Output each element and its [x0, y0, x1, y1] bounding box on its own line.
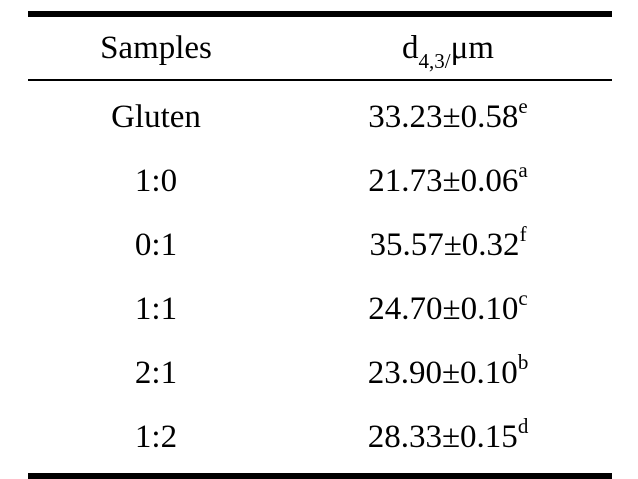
table-row: 2:1 23.90±0.10b	[28, 341, 612, 405]
table-bottom-rule	[28, 473, 612, 479]
significance-letter: d	[517, 413, 529, 438]
data-table: Samples d4,3/μm Gluten 33.23±0.58e 1:0 2…	[28, 11, 612, 479]
table-header-row: Samples d4,3/μm	[28, 17, 612, 79]
sample-cell: 1:1	[134, 290, 178, 327]
value-text: 35.57±0.32	[369, 226, 520, 263]
table-row: 1:1 24.70±0.10c	[28, 277, 612, 341]
value-text: 28.33±0.15	[367, 418, 518, 455]
sample-cell: 0:1	[134, 226, 178, 263]
value-cell: 24.70±0.10c	[284, 287, 612, 327]
header-d-subscript: 4,3/	[418, 48, 451, 73]
value-text: 24.70±0.10	[368, 290, 519, 327]
significance-letter: c	[518, 285, 528, 310]
value-cell: 35.57±0.32f	[284, 223, 612, 263]
table-row: 1:0 21.73±0.06a	[28, 149, 612, 213]
value-cell: 28.33±0.15d	[284, 415, 612, 455]
sample-cell: 1:2	[134, 418, 178, 455]
header-unit: μm	[450, 29, 494, 66]
value-cell: 23.90±0.10b	[284, 351, 612, 391]
sample-cell: Gluten	[111, 98, 201, 135]
table-header-rule	[28, 79, 612, 81]
significance-letter: f	[519, 221, 527, 246]
table-top-rule	[28, 11, 612, 17]
value-text: 33.23±0.58	[368, 98, 519, 135]
value-cell: 33.23±0.58e	[284, 95, 612, 135]
table-row: Gluten 33.23±0.58e	[28, 85, 612, 149]
table-body: Gluten 33.23±0.58e 1:0 21.73±0.06a 0:1 3…	[28, 81, 612, 469]
header-d-symbol: d	[402, 29, 419, 66]
significance-letter: e	[518, 93, 528, 118]
sample-cell: 1:0	[134, 162, 178, 199]
value-text: 23.90±0.10	[367, 354, 518, 391]
significance-letter: a	[518, 157, 528, 182]
value-text: 21.73±0.06	[368, 162, 519, 199]
header-d43: d4,3/μm	[284, 29, 612, 71]
header-samples: Samples	[100, 29, 212, 66]
table-row: 1:2 28.33±0.15d	[28, 405, 612, 469]
significance-letter: b	[517, 349, 529, 374]
table-row: 0:1 35.57±0.32f	[28, 213, 612, 277]
value-cell: 21.73±0.06a	[284, 159, 612, 199]
sample-cell: 2:1	[134, 354, 178, 391]
